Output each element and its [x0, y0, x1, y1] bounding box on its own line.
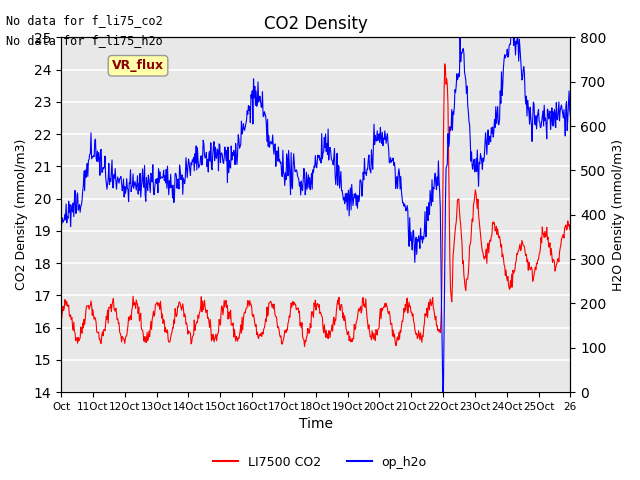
LI7500 CO2	[88, 312, 96, 318]
LI7500 CO2	[445, 152, 452, 158]
X-axis label: Time: Time	[299, 418, 333, 432]
LI7500 CO2	[441, 61, 449, 67]
op_h2o	[57, 209, 65, 215]
op_h2o	[566, 112, 574, 118]
Text: VR_flux: VR_flux	[112, 59, 164, 72]
LI7500 CO2	[367, 333, 374, 339]
op_h2o	[497, 88, 504, 94]
op_h2o	[509, 19, 517, 25]
LI7500 CO2	[382, 300, 390, 306]
LI7500 CO2	[354, 315, 362, 321]
Text: No data for f_li75_h2o: No data for f_li75_h2o	[6, 34, 163, 47]
op_h2o	[353, 192, 361, 198]
Title: CO2 Density: CO2 Density	[264, 15, 367, 33]
op_h2o	[366, 168, 374, 174]
LI7500 CO2	[566, 228, 574, 233]
Line: LI7500 CO2: LI7500 CO2	[61, 64, 570, 347]
op_h2o	[439, 392, 447, 398]
LI7500 CO2	[57, 316, 65, 322]
LI7500 CO2	[301, 344, 308, 349]
op_h2o	[381, 135, 389, 141]
op_h2o	[444, 131, 452, 136]
Line: op_h2o: op_h2o	[61, 22, 570, 395]
LI7500 CO2	[497, 244, 505, 250]
Y-axis label: CO2 Density (mmol/m3): CO2 Density (mmol/m3)	[15, 139, 28, 290]
Y-axis label: H2O Density (mmol/m3): H2O Density (mmol/m3)	[612, 139, 625, 291]
op_h2o	[88, 154, 96, 160]
Legend: LI7500 CO2, op_h2o: LI7500 CO2, op_h2o	[209, 451, 431, 474]
Text: No data for f_li75_co2: No data for f_li75_co2	[6, 14, 163, 27]
